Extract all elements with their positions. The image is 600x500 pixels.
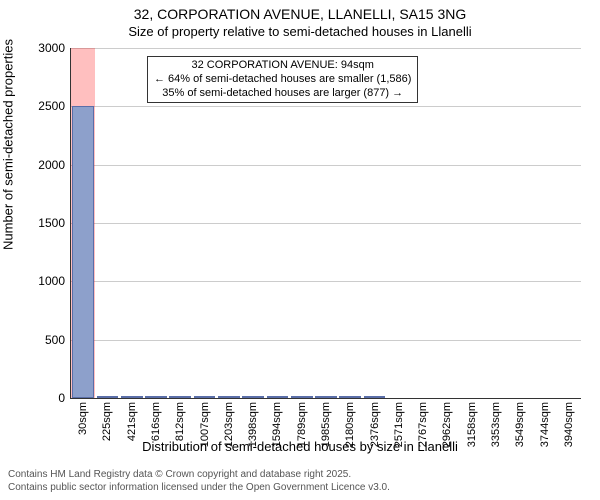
y-tick-label: 500 [45,333,65,347]
grid-line [71,106,581,107]
annotation-line-3: 35% of semi-detached houses are larger (… [154,87,411,101]
x-tick-label: 30sqm [77,402,89,435]
bar [267,396,289,398]
chart-subtitle: Size of property relative to semi-detach… [0,24,600,39]
y-tick-label: 1000 [38,274,65,288]
grid-line [71,340,581,341]
annotation-box: 32 CORPORATION AVENUE: 94sqm ← 64% of se… [147,56,418,103]
y-axis-label: Number of semi-detached properties [1,39,16,250]
bar [315,396,337,398]
annotation-line-2: ← 64% of semi-detached houses are smalle… [154,73,411,87]
y-tick-label: 2500 [38,99,65,113]
x-tick-label: 225sqm [101,402,113,441]
bar [97,396,119,398]
bar [194,396,216,398]
bar [145,396,167,398]
y-tick-label: 1500 [38,216,65,230]
bar [121,396,143,398]
chart-title: 32, CORPORATION AVENUE, LLANELLI, SA15 3… [0,6,600,23]
bar [364,396,386,398]
grid-line [71,281,581,282]
footer-text: Contains HM Land Registry data © Crown c… [8,468,390,494]
bar [72,106,94,398]
bar [169,396,191,398]
x-tick-label: 616sqm [150,402,162,441]
x-axis-label: Distribution of semi-detached houses by … [0,439,600,454]
bar [339,396,361,398]
x-tick-label: 812sqm [174,402,186,441]
y-tick-label: 2000 [38,158,65,172]
grid-line [71,165,581,166]
plot-area: 05001000150020002500300030sqm225sqm421sq… [70,48,581,399]
footer-line-1: Contains HM Land Registry data © Crown c… [8,468,390,481]
bar [291,396,313,398]
footer-line-2: Contains public sector information licen… [8,481,390,494]
y-tick-label: 3000 [38,41,65,55]
grid-line [71,223,581,224]
grid-line [71,48,581,49]
bar [242,396,264,398]
bar [218,396,240,398]
x-tick-label: 421sqm [126,402,138,441]
annotation-line-1: 32 CORPORATION AVENUE: 94sqm [154,59,411,73]
y-tick-label: 0 [58,391,65,405]
